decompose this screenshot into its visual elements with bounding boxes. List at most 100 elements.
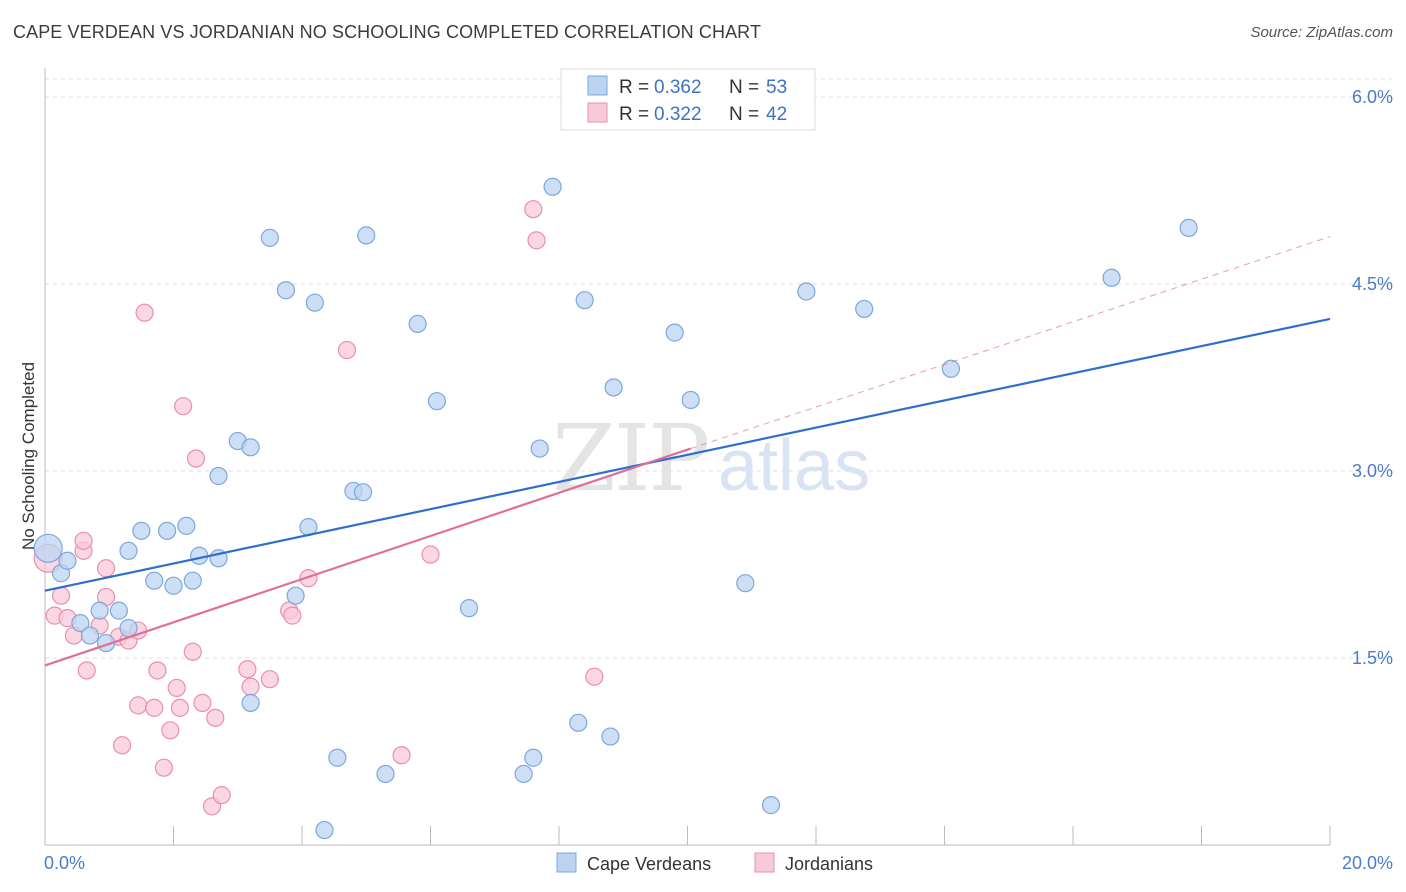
jordanian-point (193, 693, 212, 712)
cape-verdean-point (855, 299, 874, 319)
jordanian-point (96, 559, 116, 578)
jordanian-point (129, 696, 148, 715)
jordanian-point (170, 698, 190, 717)
cape-verdean-point (408, 314, 427, 333)
cape-verdean-point (58, 551, 77, 570)
bottom-legend-label-jordanians: Jordanians (785, 854, 873, 874)
jordanian-point (260, 670, 279, 689)
x-ticks (44, 826, 1331, 845)
cape-verdean-point (761, 796, 781, 815)
cape-verdean-point (328, 748, 347, 767)
jordanians-trend-extension (690, 236, 1331, 450)
legend-row-jordanians: R = 0.322 N = 42 (619, 104, 787, 125)
jordanian-point (212, 786, 231, 805)
cape-verdean-point (681, 390, 700, 410)
cape-verdean-point (80, 626, 100, 645)
cape-verdean-point (157, 521, 177, 540)
legend-r-value: 0.322 (654, 104, 702, 125)
cape-verdean-point (260, 228, 279, 247)
legend-n-label: N = (729, 77, 764, 98)
jordanian-point (283, 606, 302, 625)
cape-verdean-point (797, 282, 816, 301)
cape-verdean-point (305, 293, 324, 312)
jordanians-trend-line (44, 447, 692, 667)
jordanian-point (524, 200, 543, 219)
jordanian-point (241, 677, 260, 696)
cape-verdean-point (241, 693, 260, 712)
cape-verdean-point (1179, 218, 1198, 237)
grid-lines (45, 78, 1392, 659)
jordanian-point (421, 545, 440, 564)
legend-row-cape-verdeans: R = 0.362 N = 53 (619, 77, 787, 98)
watermark-atlas: atlas (718, 426, 870, 506)
jordanian-point (161, 721, 180, 740)
jordanian-point (112, 736, 132, 755)
cape-verdean-point (209, 466, 228, 486)
jordanian-point (186, 449, 206, 468)
cape-verdean-point (119, 618, 138, 638)
jordanian-point (154, 758, 173, 777)
jordanian-point (74, 531, 93, 550)
jordanian-point (337, 340, 357, 360)
x-tick-label-max: 20.0% (1342, 853, 1393, 873)
jordanian-point (148, 661, 167, 680)
jordanian-point (174, 397, 193, 416)
legend-swatch-jordanians (587, 102, 608, 123)
jordanian-point (183, 642, 202, 661)
y-tick-label: 4.5% (1352, 274, 1393, 294)
jordanian-point (527, 231, 546, 250)
source-label: Source: ZipAtlas.com (1250, 24, 1393, 41)
cape-verdean-point (33, 533, 63, 563)
cape-verdean-point (119, 541, 138, 560)
cape-verdean-point (357, 226, 376, 245)
x-tick-label-min: 0.0% (44, 853, 85, 873)
cape-verdean-point (514, 764, 533, 784)
cape-verdean-point (575, 291, 594, 310)
cape-verdean-point (427, 392, 447, 411)
legend-n-value: 42 (766, 104, 787, 125)
cape-verdean-point (665, 323, 684, 342)
legend-r-label: R = (619, 77, 654, 98)
y-tick-label: 1.5% (1352, 648, 1393, 668)
bottom-legend-swatch-cape-verdeans (556, 852, 577, 873)
jordanian-point (135, 303, 154, 322)
trend-lines (44, 236, 1331, 667)
cape-verdean-point (524, 748, 543, 767)
cape-verdeans-trend-line (44, 317, 1331, 592)
cape-verdean-point (241, 438, 260, 457)
cape-verdean-point (315, 820, 334, 840)
cape-verdean-point (145, 571, 164, 590)
jordanian-point (392, 746, 411, 765)
y-tick-labels: 1.5% 3.0% 4.5% 6.0% (1352, 87, 1393, 668)
y-axis-title: No Schooling Completed (19, 362, 38, 550)
cape-verdean-point (941, 359, 961, 378)
jordanian-point (206, 708, 225, 727)
jordanians-points (33, 200, 604, 816)
cape-verdean-point (604, 378, 623, 397)
watermark: ZIP atlas (552, 405, 870, 512)
legend-r-label: R = (619, 104, 654, 125)
cape-verdean-point (376, 764, 395, 784)
cape-verdean-point (183, 571, 202, 590)
bottom-legend: Cape Verdeans Jordanians (556, 852, 873, 874)
y-tick-label: 3.0% (1352, 461, 1393, 481)
legend: R = 0.362 N = 53 R = 0.322 N = 42 (560, 68, 816, 131)
legend-n-label: N = (729, 104, 764, 125)
bottom-legend-swatch-jordanians (754, 852, 775, 873)
cape-verdean-point (569, 713, 588, 732)
cape-verdean-point (353, 483, 373, 502)
cape-verdean-point (1102, 268, 1121, 287)
cape-verdean-point (71, 613, 90, 633)
jordanian-point (51, 586, 71, 605)
cape-verdean-point (90, 601, 109, 620)
legend-n-value: 53 (766, 77, 787, 98)
legend-swatch-cape-verdeans (587, 75, 608, 96)
y-tick-label: 6.0% (1352, 87, 1393, 107)
cape-verdean-point (109, 601, 128, 620)
cape-verdean-point (164, 576, 183, 595)
bottom-legend-label-cape-verdeans: Cape Verdeans (587, 854, 711, 874)
cape-verdean-point (177, 516, 196, 535)
cape-verdean-point (601, 727, 620, 746)
jordanian-point (145, 698, 164, 717)
